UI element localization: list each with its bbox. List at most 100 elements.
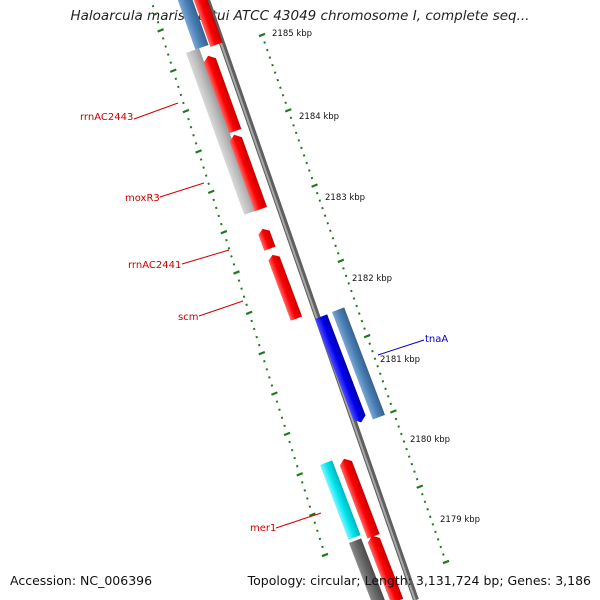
scale-minor-tick bbox=[347, 282, 351, 285]
scale-major-tick bbox=[233, 270, 240, 275]
scale-minor-tick bbox=[207, 182, 210, 185]
scale-minor-tick bbox=[230, 255, 233, 258]
scale-minor-tick bbox=[276, 78, 280, 82]
scale-minor-tick bbox=[302, 154, 306, 157]
scale-minor-tick bbox=[204, 174, 208, 177]
scale-labels: 2185 kbp 2184 kbp 2183 kbp 2182 kbp 2181… bbox=[272, 29, 480, 525]
scale-minor-tick bbox=[275, 400, 279, 403]
scale-minor-tick bbox=[295, 464, 299, 468]
gene-red-top[interactable] bbox=[192, 0, 223, 47]
scale-minor-tick bbox=[300, 481, 304, 484]
scale-minor-tick bbox=[342, 267, 345, 270]
scale-minor-tick bbox=[329, 229, 332, 233]
scale-major-tick bbox=[442, 559, 450, 565]
scale-major-tick bbox=[337, 258, 345, 264]
gene-cyan-mer1[interactable] bbox=[320, 460, 361, 540]
scale-major-tick bbox=[207, 189, 215, 195]
scale-major-tick bbox=[157, 28, 165, 33]
scale-label-2180: 2180 kbp bbox=[410, 435, 450, 445]
scale-label-2182: 2182 kbp bbox=[352, 274, 392, 284]
scale-minor-tick bbox=[442, 553, 445, 556]
scale-minor-tick bbox=[252, 327, 256, 331]
scale-minor-tick bbox=[164, 45, 167, 48]
scale-minor-tick bbox=[394, 417, 398, 421]
scale-minor-tick bbox=[192, 134, 195, 137]
label-moxR3[interactable]: moxR3 bbox=[125, 193, 160, 204]
scale-minor-tick bbox=[336, 252, 340, 255]
scale-minor-tick bbox=[303, 489, 307, 492]
scale-minor-tick bbox=[389, 402, 393, 406]
scale-major-tick bbox=[169, 68, 177, 73]
scale-minor-tick bbox=[357, 312, 361, 315]
gene-red-lower[interactable] bbox=[338, 456, 380, 539]
scale-minor-tick bbox=[434, 530, 437, 534]
scale-minor-tick bbox=[220, 222, 223, 226]
scale-minor-tick bbox=[154, 12, 157, 16]
label-rrnAC2441[interactable]: rrnAC2441 bbox=[128, 260, 181, 271]
scale-minor-tick bbox=[402, 440, 406, 443]
gene-labels: rrnAC2443 moxR3 rrnAC2441 scm tnaA mer1 bbox=[80, 102, 448, 534]
scale-minor-tick bbox=[379, 372, 382, 376]
scale-major-tick bbox=[321, 552, 329, 558]
scale-minor-tick bbox=[250, 319, 253, 323]
scale-minor-tick bbox=[405, 447, 408, 451]
gene-blue-tnaA[interactable] bbox=[315, 314, 367, 424]
scale-minor-tick bbox=[355, 304, 358, 308]
gene-gray[interactable] bbox=[186, 48, 258, 215]
gene-red-bottom[interactable] bbox=[366, 533, 404, 600]
scale-minor-tick bbox=[352, 297, 356, 300]
scale-minor-tick bbox=[215, 206, 218, 210]
scale-minor-tick bbox=[331, 236, 335, 240]
gene-darkgray[interactable] bbox=[349, 538, 387, 600]
scale-label-2183: 2183 kbp bbox=[325, 193, 365, 203]
scale-major-tick bbox=[311, 183, 318, 188]
scale-minor-tick bbox=[306, 497, 309, 500]
gene-red-rrnAC2441[interactable] bbox=[257, 227, 276, 251]
scale-minor-tick bbox=[410, 462, 414, 466]
scale-minor-tick bbox=[426, 508, 429, 511]
scale-minor-tick bbox=[431, 523, 435, 526]
outer-scale-ring bbox=[258, 32, 450, 565]
gene-red-2[interactable] bbox=[202, 54, 242, 134]
scale-minor-tick bbox=[280, 416, 284, 420]
scale-minor-tick bbox=[288, 440, 291, 444]
scale-minor-tick bbox=[316, 529, 319, 533]
scale-minor-tick bbox=[294, 131, 298, 135]
scale-minor-tick bbox=[293, 456, 296, 460]
scale-major-tick bbox=[258, 350, 266, 356]
gene-steelblue-tnaA[interactable] bbox=[332, 307, 385, 420]
scale-minor-tick bbox=[179, 93, 183, 97]
label-tnaA[interactable]: tnaA bbox=[425, 334, 448, 345]
backbone bbox=[204, 0, 419, 600]
gene-red-scm[interactable] bbox=[267, 253, 303, 321]
scale-minor-tick bbox=[284, 101, 287, 105]
label-scm[interactable]: scm bbox=[178, 312, 198, 323]
scale-minor-tick bbox=[344, 274, 348, 278]
label-rrnAC2443[interactable]: rrnAC2443 bbox=[80, 112, 133, 123]
scale-major-tick bbox=[182, 108, 190, 114]
gene-red-moxR3[interactable] bbox=[228, 133, 267, 212]
scale-minor-tick bbox=[310, 176, 314, 180]
scale-minor-tick bbox=[151, 4, 155, 8]
scale-minor-tick bbox=[273, 71, 277, 74]
label-mer1[interactable]: mer1 bbox=[250, 523, 276, 534]
scale-minor-tick bbox=[268, 376, 271, 379]
scale-minor-tick bbox=[271, 63, 274, 67]
scale-minor-tick bbox=[289, 116, 293, 120]
scale-minor-tick bbox=[305, 161, 308, 165]
scale-minor-tick bbox=[308, 169, 311, 172]
scale-label-2179: 2179 kbp bbox=[440, 515, 480, 525]
scale-minor-tick bbox=[300, 146, 303, 150]
scale-minor-tick bbox=[265, 368, 269, 371]
scale-minor-tick bbox=[187, 117, 190, 121]
scale-minor-tick bbox=[263, 360, 266, 363]
scale-minor-tick bbox=[371, 349, 374, 353]
scale-major-tick bbox=[363, 333, 371, 339]
gene-steelblue-top[interactable] bbox=[176, 0, 209, 50]
scale-major-tick bbox=[245, 310, 253, 316]
scale-minor-tick bbox=[281, 93, 285, 97]
scale-minor-tick bbox=[368, 342, 372, 345]
scale-minor-tick bbox=[384, 387, 387, 391]
scale-minor-tick bbox=[321, 206, 324, 210]
scale-minor-tick bbox=[245, 303, 248, 307]
